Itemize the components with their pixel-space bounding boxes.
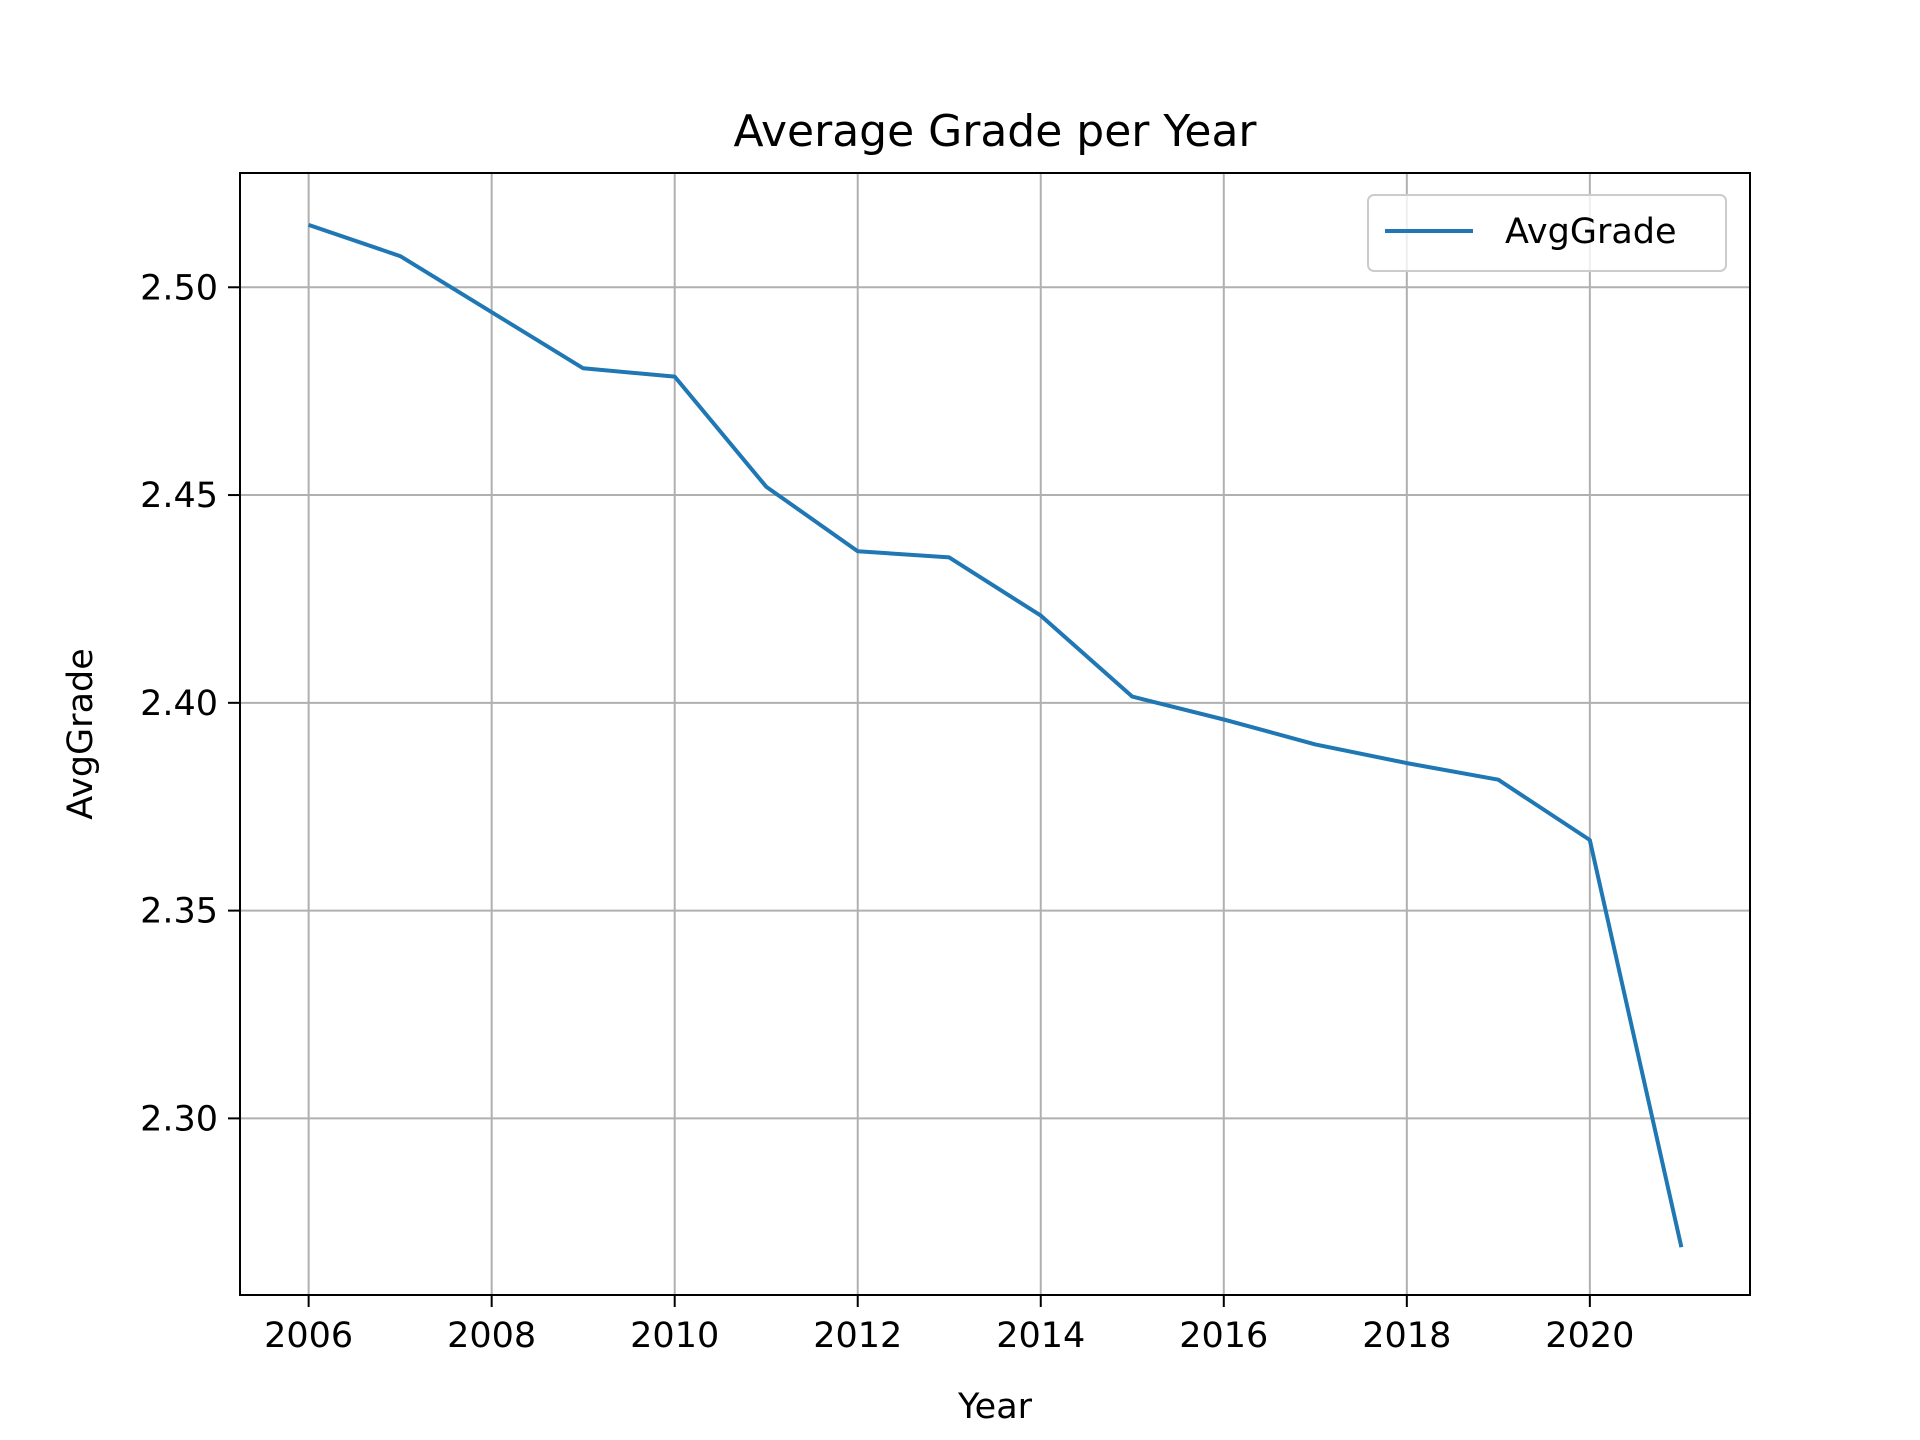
legend-label-avggrade: AvgGrade (1505, 212, 1677, 252)
x-tick-label: 2012 (813, 1316, 902, 1356)
chart-title: Average Grade per Year (733, 106, 1257, 157)
x-tick-label: 2006 (264, 1316, 353, 1356)
series-line-avggrade (307, 223, 1684, 1248)
y-tick-label: 2.30 (140, 1099, 218, 1139)
x-tick-label: 2010 (630, 1316, 719, 1356)
legend-box (1367, 194, 1727, 272)
x-tick-label: 2014 (996, 1316, 1085, 1356)
y-tick-label: 2.35 (140, 892, 218, 932)
plot-frame (239, 172, 1751, 1296)
x-tick-label: 2018 (1362, 1316, 1451, 1356)
x-tick-label: 2020 (1545, 1316, 1634, 1356)
y-tick-label: 2.45 (140, 476, 218, 516)
y-tick-label: 2.40 (140, 684, 218, 724)
x-tick-label: 2008 (447, 1316, 536, 1356)
x-axis-label: Year (957, 1387, 1033, 1427)
x-tick-label: 2016 (1179, 1316, 1268, 1356)
ticks: 2006 2008 2010 2012 2014 2016 2018 2020 2.30 2.35… (140, 268, 1634, 1356)
grid (240, 173, 1750, 1295)
y-axis-label: AvgGrade (61, 648, 101, 820)
y-tick-label: 2.50 (140, 268, 218, 308)
series-layer (307, 223, 1684, 1248)
legend: AvgGrade (1367, 194, 1727, 272)
